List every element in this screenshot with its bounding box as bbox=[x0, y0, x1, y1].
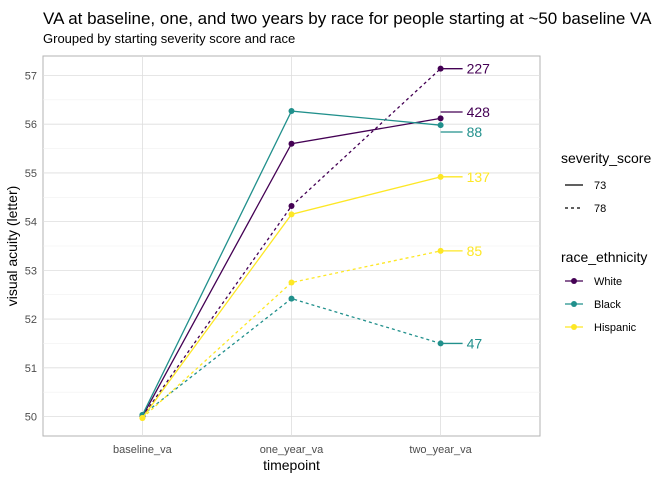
legend-label-black: Black bbox=[594, 299, 621, 311]
series-layer: 428 227 88 47 137 85 bbox=[139, 61, 490, 421]
legend-race-title: race_ethnicity bbox=[561, 249, 647, 265]
y-tick-label: 52 bbox=[25, 314, 37, 326]
y-tick-label: 51 bbox=[25, 363, 37, 375]
series-hispanic-78-point bbox=[288, 279, 295, 286]
series-white-73-point bbox=[288, 140, 295, 147]
series-hispanic-73-end-label: 137 bbox=[467, 169, 491, 185]
legend-severity-title: severity_score bbox=[561, 150, 651, 166]
series-black-78-end-label: 47 bbox=[467, 335, 483, 351]
legend-severity-score: severity_score 73 78 bbox=[561, 150, 651, 215]
series-white-78-point bbox=[288, 203, 295, 210]
y-axis-label: visual acuity (letter) bbox=[4, 186, 20, 307]
y-tick-label: 54 bbox=[25, 217, 37, 229]
series-black-73-point bbox=[437, 122, 444, 129]
y-tick-label: 56 bbox=[25, 119, 37, 131]
x-tick-label: baseline_va bbox=[113, 444, 173, 456]
y-tick-label: 53 bbox=[25, 265, 37, 277]
series-hispanic-73-point bbox=[288, 211, 295, 218]
series-black-73-point bbox=[288, 108, 295, 115]
legend-race-ethnicity: race_ethnicity White Black Hispanic bbox=[561, 249, 647, 334]
series-hispanic-78-end-label: 85 bbox=[467, 243, 483, 259]
y-tick-label: 55 bbox=[25, 168, 37, 180]
chart-title: VA at baseline, one, and two years by ra… bbox=[43, 9, 652, 28]
series-hispanic-78-line bbox=[141, 250, 441, 419]
series-white-73-point bbox=[437, 115, 444, 122]
y-axis: 50 51 52 53 54 55 56 57 bbox=[25, 70, 37, 423]
legend-key-point-white bbox=[571, 278, 577, 284]
x-axis: baseline_va one_year_va two_year_va bbox=[113, 444, 473, 456]
series-black-78-point bbox=[288, 295, 295, 302]
series-white-78-line bbox=[141, 68, 442, 417]
series-white-73-end-label: 428 bbox=[467, 104, 491, 120]
chart-subtitle: Grouped by starting severity score and r… bbox=[43, 31, 295, 46]
legend-label-white: White bbox=[594, 276, 622, 288]
legend-key-point-hispanic bbox=[571, 324, 577, 330]
legend-label-severity-73: 73 bbox=[594, 180, 606, 192]
series-hispanic-78-point bbox=[139, 414, 146, 421]
y-tick-label: 57 bbox=[25, 70, 37, 82]
x-axis-label: timepoint bbox=[263, 457, 320, 473]
series-white-78-end-label: 227 bbox=[467, 61, 491, 77]
series-black-73-end-label: 88 bbox=[467, 124, 483, 140]
y-tick-label: 50 bbox=[25, 412, 37, 424]
legend-key-point-black bbox=[571, 301, 577, 307]
x-tick-label: one_year_va bbox=[260, 444, 324, 456]
legend-label-severity-78: 78 bbox=[594, 203, 606, 215]
legend-label-hispanic: Hispanic bbox=[594, 322, 637, 334]
x-tick-label: two_year_va bbox=[409, 444, 472, 456]
